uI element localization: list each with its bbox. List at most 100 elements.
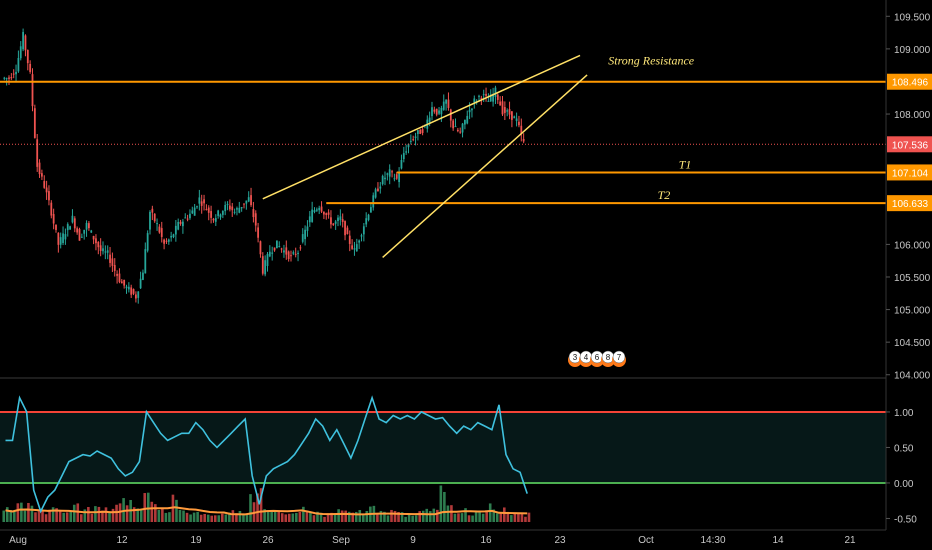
trend-line[interactable] [382, 74, 588, 258]
candle-body [116, 273, 118, 276]
candle [372, 192, 375, 211]
volume-bar [27, 502, 30, 522]
volume-bar [157, 509, 161, 522]
volume-bar [439, 485, 443, 522]
candle [398, 167, 400, 188]
volume-bar [400, 512, 404, 522]
level-price-tag[interactable]: 108.496 [887, 73, 932, 90]
candle-body [381, 175, 384, 185]
candle-body [280, 248, 283, 250]
volume-bar [273, 510, 277, 522]
level-price-tag[interactable]: 106.633 [887, 195, 932, 212]
volume-bar [506, 511, 510, 522]
candle-body [184, 217, 187, 219]
candle-body [90, 230, 93, 233]
candle-body [177, 221, 180, 230]
volume-bar [51, 507, 55, 522]
candle [485, 87, 487, 102]
candle-body [440, 107, 443, 115]
horizontal-levels[interactable]: 108.496 Strong Resistance 107.536 107.104 T1… [0, 54, 932, 212]
candle-body [395, 174, 398, 179]
candle-body [487, 100, 490, 102]
trend-line[interactable] [262, 54, 581, 200]
candle [88, 221, 90, 231]
volume-bar [231, 510, 235, 522]
candle-body [66, 224, 69, 231]
candle [172, 233, 175, 239]
candle [461, 122, 464, 138]
candle [299, 244, 302, 251]
candle-body [315, 209, 318, 211]
candle-body [125, 286, 128, 289]
event-marker[interactable]: 6 [590, 350, 604, 367]
candle-body [489, 94, 492, 102]
volume-bar [154, 504, 157, 522]
candle [31, 68, 34, 112]
candle-body [165, 240, 168, 242]
candle-body [106, 250, 109, 253]
candle [130, 284, 133, 298]
volume-bar [146, 492, 150, 522]
price-tick-label: 108.000 [894, 110, 931, 121]
candle-body [142, 272, 144, 280]
volume-bar [20, 502, 23, 522]
candle [346, 225, 349, 235]
event-marker[interactable]: 8 [601, 350, 615, 367]
candle-body [511, 111, 513, 120]
osc-tick-label: 1.00 [894, 408, 914, 419]
candle-body [344, 221, 346, 236]
candle-body [341, 219, 344, 222]
volume-bar [87, 507, 90, 522]
candle [381, 174, 384, 186]
candle-body [287, 251, 290, 260]
level-price-tag[interactable]: 107.536 [887, 136, 932, 153]
volume-bar [390, 509, 393, 522]
candle-body [290, 255, 292, 257]
candle [285, 240, 288, 260]
candle-body [62, 233, 64, 243]
volume-bar [393, 510, 397, 522]
candle-body [501, 101, 504, 115]
candle-body [17, 58, 20, 72]
volume-bar [58, 510, 62, 522]
candle [203, 194, 205, 211]
volume-bar [175, 499, 178, 522]
trend-lines[interactable] [262, 54, 588, 258]
candle-body [240, 206, 243, 209]
volume-bar [365, 510, 369, 522]
level-price-tag[interactable]: 107.104 [887, 164, 932, 181]
candle-body [456, 129, 459, 132]
candle [278, 241, 281, 248]
event-marker[interactable]: 7 [612, 350, 626, 367]
level-tag-label: 107.104 [892, 168, 929, 179]
candle [196, 205, 198, 209]
candle-body [515, 118, 518, 121]
volume-bar [436, 509, 439, 522]
candle-body [179, 221, 182, 224]
volume-bar [319, 512, 323, 522]
event-marker[interactable]: 4 [579, 350, 593, 367]
candle [283, 244, 285, 258]
candle [419, 128, 422, 135]
volume-bar [358, 510, 362, 522]
candle [318, 205, 321, 215]
osc-tick-label: -0.50 [894, 514, 917, 525]
volume-bar [242, 514, 245, 522]
candle-body [3, 77, 6, 79]
candle [280, 247, 283, 253]
candle [358, 239, 361, 249]
candle-body [5, 78, 8, 80]
candle-body [374, 189, 377, 198]
candle-body [353, 248, 356, 250]
volume-bar [270, 510, 273, 522]
candle [193, 203, 196, 216]
candle [391, 169, 393, 178]
candle [264, 255, 267, 277]
volume-bar [510, 515, 513, 522]
candle-body [12, 73, 15, 75]
candle-body [85, 222, 88, 230]
volume-bar [337, 509, 340, 522]
candle-body [226, 203, 229, 205]
